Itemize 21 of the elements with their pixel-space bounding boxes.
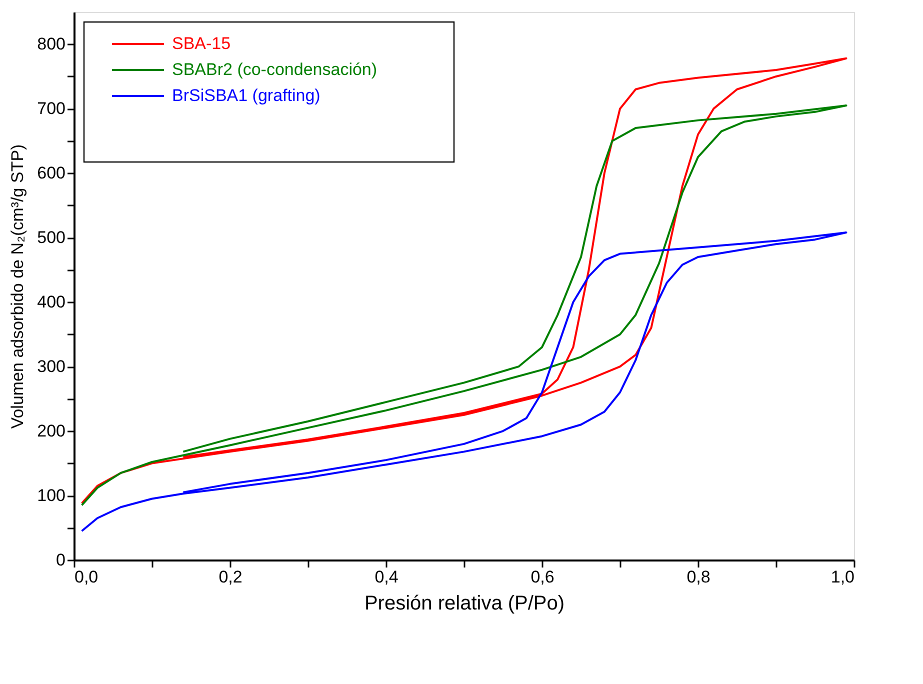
x-tick-label: 1,0 <box>830 568 854 586</box>
y-tick-label: 300 <box>37 357 66 376</box>
y-tick-label: 0 <box>56 550 66 570</box>
y-tick-label: 500 <box>37 228 66 248</box>
y-tick-label: 100 <box>37 486 66 506</box>
y-axis-title: Volumen adsorbido de N₂(cm³/g STP) <box>8 144 28 429</box>
x-tick-label: 0,8 <box>686 568 710 586</box>
x-axis-title: Presión relativa (P/Po) <box>364 592 565 614</box>
y-tick-label: 200 <box>37 422 66 441</box>
x-tick-label: 0,0 <box>74 568 98 586</box>
y-tick-label: 800 <box>37 34 66 54</box>
y-tick-label: 400 <box>37 292 66 312</box>
x-tick-label: 0,4 <box>374 568 398 586</box>
x-tick-label: 0,2 <box>218 568 242 586</box>
y-tick-label: 600 <box>37 164 66 183</box>
line-series <box>80 231 848 532</box>
y-tick-label: 700 <box>37 99 66 118</box>
legend-label: BrSiSBA1 (grafting) <box>172 86 320 105</box>
x-tick-label: 0,6 <box>530 568 554 586</box>
legend-label: SBA-15 <box>172 34 231 53</box>
legend-label: SBABr2 (co-condensación) <box>172 60 378 79</box>
